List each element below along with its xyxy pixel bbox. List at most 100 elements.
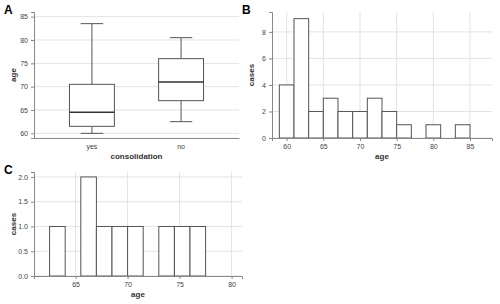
tick-label: 85 bbox=[20, 13, 28, 20]
tick-label: 60 bbox=[283, 143, 291, 150]
bar bbox=[426, 125, 441, 138]
tick-mark bbox=[433, 138, 434, 141]
tick-mark bbox=[31, 63, 34, 64]
tick-label: 65 bbox=[320, 143, 328, 150]
bar bbox=[81, 177, 97, 276]
bar bbox=[397, 125, 412, 138]
axis-line bbox=[31, 13, 35, 139]
tick-mark bbox=[180, 276, 181, 279]
bar bbox=[143, 276, 159, 277]
grid-line bbox=[34, 40, 239, 41]
tick: 85 bbox=[20, 13, 34, 20]
tick-label: 8 bbox=[262, 29, 266, 36]
x-axis: 65707580 bbox=[35, 276, 243, 288]
tick: 75 bbox=[176, 276, 184, 288]
tick: 1.5 bbox=[18, 198, 34, 205]
tick: 0.0 bbox=[18, 273, 34, 280]
tick-mark bbox=[31, 40, 34, 41]
box-body bbox=[159, 59, 204, 101]
whisker bbox=[91, 24, 92, 85]
tick: 1.0 bbox=[18, 223, 34, 230]
panel-label: C bbox=[4, 163, 13, 177]
tick-label: 65 bbox=[20, 107, 28, 114]
grid-line bbox=[75, 172, 76, 276]
panel-label: A bbox=[4, 3, 13, 17]
tick: 8 bbox=[262, 29, 272, 36]
tick: 70 bbox=[20, 83, 34, 90]
axis-line bbox=[269, 13, 273, 139]
bar bbox=[455, 125, 470, 138]
whisker-cap bbox=[81, 133, 103, 134]
axis-title: age bbox=[375, 152, 389, 161]
panel: 0.0 0.5 1.0 1.5 2.0 65707580 age cases C bbox=[4, 163, 243, 299]
tick-mark bbox=[31, 87, 34, 88]
bar bbox=[338, 111, 353, 138]
axis-title: age bbox=[131, 290, 145, 299]
tick-label: 65 bbox=[72, 281, 80, 288]
panel: 606570758085yesnoconsolidationageA bbox=[4, 3, 240, 161]
grid-line bbox=[34, 16, 239, 17]
tick: 2.0 bbox=[18, 174, 34, 181]
tick-mark bbox=[31, 202, 34, 203]
grid-line bbox=[34, 86, 239, 87]
tick: 65 bbox=[72, 276, 80, 288]
box bbox=[69, 24, 114, 134]
axis-line bbox=[35, 277, 243, 280]
whisker bbox=[181, 101, 182, 122]
grid-line bbox=[470, 12, 471, 138]
bar bbox=[174, 226, 190, 276]
grid-line bbox=[34, 201, 242, 202]
whisker bbox=[91, 126, 92, 133]
bar bbox=[309, 111, 324, 138]
grid-line bbox=[34, 176, 242, 177]
tick-label: 80 bbox=[430, 143, 438, 150]
tick-label: no bbox=[177, 143, 185, 150]
tick-mark bbox=[269, 58, 272, 59]
axis-title: cases bbox=[247, 63, 256, 86]
bar bbox=[128, 226, 144, 276]
median bbox=[69, 112, 114, 114]
whisker-cap bbox=[170, 121, 192, 122]
bar bbox=[50, 226, 66, 276]
tick-label: 80 bbox=[20, 37, 28, 44]
whisker-cap bbox=[170, 37, 192, 38]
tick-mark bbox=[31, 251, 34, 252]
bar bbox=[382, 111, 397, 138]
tick: 80 bbox=[430, 138, 438, 150]
grid-line bbox=[34, 63, 239, 64]
bar bbox=[279, 85, 294, 138]
axis-line bbox=[273, 139, 493, 142]
x-axis: 606570758085 bbox=[273, 138, 493, 150]
axis-title: age bbox=[9, 68, 18, 82]
grid-line bbox=[231, 172, 232, 276]
tick-label: 60 bbox=[20, 130, 28, 137]
tick: 65 bbox=[320, 138, 328, 150]
tick-label: 4 bbox=[262, 82, 266, 89]
plot-area bbox=[50, 177, 206, 276]
whisker bbox=[181, 38, 182, 59]
bar bbox=[65, 276, 81, 277]
grid bbox=[272, 12, 492, 138]
y-axis: 606570758085 bbox=[20, 13, 34, 139]
tick-mark bbox=[269, 138, 272, 139]
axis-title: cases bbox=[9, 212, 18, 235]
tick: 2 bbox=[262, 108, 272, 115]
tick-label: 6 bbox=[262, 55, 266, 62]
tick-label: 70 bbox=[20, 83, 28, 90]
grid bbox=[34, 17, 239, 134]
tick: 0.5 bbox=[18, 248, 34, 255]
tick-mark bbox=[397, 138, 398, 141]
box bbox=[159, 38, 204, 122]
grid-line bbox=[433, 12, 434, 138]
tick-mark bbox=[323, 138, 324, 141]
tick: 60 bbox=[283, 138, 291, 150]
tick-mark bbox=[128, 276, 129, 279]
bar bbox=[190, 226, 206, 276]
tick-mark bbox=[269, 85, 272, 86]
tick-mark bbox=[360, 138, 361, 141]
tick: 80 bbox=[20, 37, 34, 44]
tick-mark bbox=[470, 138, 471, 141]
bar bbox=[353, 111, 368, 138]
tick-mark bbox=[31, 133, 34, 134]
tick-label: 75 bbox=[393, 143, 401, 150]
